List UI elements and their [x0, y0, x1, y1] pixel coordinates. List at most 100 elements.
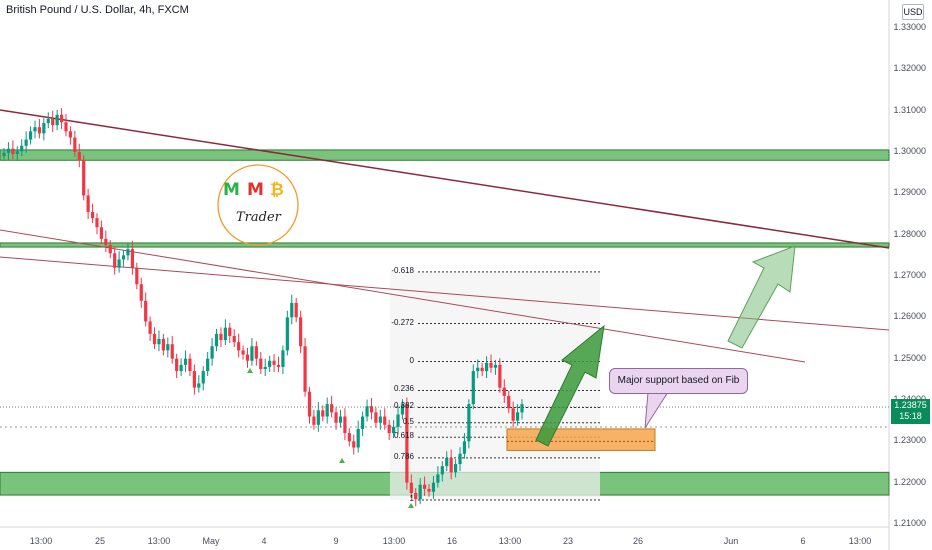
- candle-body: [467, 404, 471, 442]
- candle-body: [59, 114, 64, 123]
- y-tick-label: 1.29000: [893, 187, 926, 198]
- logo-subtitle: Trader: [236, 210, 281, 225]
- candle-body: [458, 453, 462, 465]
- candle-body: [42, 123, 46, 134]
- candle-body: [484, 362, 489, 372]
- candle-body: [121, 255, 126, 260]
- candle-body: [285, 317, 289, 351]
- candle-body: [422, 484, 427, 489]
- bullish-arrow-secondary: [727, 245, 796, 349]
- candle-body: [511, 408, 515, 421]
- y-tick-label: 1.33000: [893, 22, 926, 32]
- x-tick-label: Jun: [723, 536, 739, 546]
- candle-body: [427, 488, 431, 492]
- candle-body: [126, 249, 130, 256]
- current-price-tag: 1.23875 15:18: [891, 399, 930, 424]
- support-zone: [0, 242, 890, 248]
- candle-body: [135, 267, 139, 285]
- candle-body: [330, 404, 334, 413]
- candle-body: [6, 148, 11, 153]
- candle-body: [312, 416, 316, 425]
- candle-body: [2, 152, 6, 157]
- candle-body: [369, 406, 374, 413]
- candle-body: [480, 367, 484, 372]
- candle-body: [51, 118, 55, 126]
- logo-m-red: M: [247, 180, 264, 200]
- candle-body: [440, 466, 444, 475]
- candle-body: [223, 327, 227, 341]
- x-tick-label: 13:00: [848, 536, 872, 546]
- x-tick-label: 26: [632, 536, 644, 546]
- candle-body: [352, 441, 356, 448]
- candle-body: [55, 114, 59, 126]
- candle-body: [170, 344, 174, 359]
- y-tick-label: 1.31000: [893, 104, 926, 115]
- fib-level-label: 1: [409, 494, 414, 504]
- candle-body: [95, 218, 99, 228]
- candle-body: [245, 354, 250, 361]
- candle-body: [374, 412, 378, 423]
- candle-body: [316, 410, 320, 425]
- candle-body: [400, 404, 405, 415]
- candle-body: [228, 327, 232, 336]
- candle-body: [356, 428, 360, 448]
- candle-body: [144, 300, 148, 322]
- candle-body: [232, 335, 236, 343]
- candle-body: [476, 367, 480, 372]
- candle-body: [471, 371, 475, 405]
- candle-body: [117, 259, 121, 268]
- x-tick-label: 6: [800, 536, 806, 546]
- candle-body: [268, 360, 272, 367]
- candle-body: [325, 404, 329, 417]
- candle-body: [15, 151, 19, 155]
- candle-body: [33, 127, 37, 132]
- logo-circle: [217, 164, 299, 246]
- fractal-marker: [247, 368, 253, 373]
- candle-body: [281, 350, 285, 367]
- candle-body: [493, 364, 498, 368]
- fractal-marker: [339, 458, 345, 463]
- y-tick-label: 1.22000: [893, 476, 926, 487]
- candle-body: [77, 152, 81, 161]
- candle-body: [383, 416, 387, 425]
- candle-body: [139, 284, 143, 301]
- y-tick-label: 1.23000: [893, 435, 926, 446]
- candle-body: [113, 253, 117, 268]
- x-tick-label: 13:00: [382, 536, 406, 546]
- candle-body: [449, 457, 453, 473]
- candle-body: [453, 464, 458, 473]
- candle-body: [28, 131, 33, 140]
- candle-body: [250, 346, 254, 361]
- y-tick-label: 1.25000: [893, 352, 926, 363]
- bullish-arrow-primary: [535, 324, 605, 447]
- fib-level-label: 0.618: [393, 431, 414, 441]
- candle-body: [507, 395, 511, 409]
- candle-body: [254, 346, 258, 359]
- candle-body: [197, 383, 201, 388]
- support-callout[interactable]: Major support based on Fib: [609, 368, 748, 394]
- y-tick-label: 1.21000: [893, 518, 926, 528]
- candle-body: [272, 360, 276, 365]
- fractal-marker: [408, 503, 414, 508]
- fib-level-label: 0.786: [393, 451, 414, 461]
- candle-body: [166, 344, 170, 351]
- bitcoin-icon: ₿: [270, 180, 284, 200]
- candle-body: [175, 358, 179, 372]
- candle-body: [405, 404, 409, 483]
- y-tick-label: 1.28000: [893, 228, 926, 239]
- candle-body: [179, 364, 183, 372]
- candle-body: [387, 424, 391, 434]
- candle-body: [99, 227, 104, 239]
- currency-selector[interactable]: USD: [902, 4, 924, 20]
- candle-body: [502, 387, 506, 396]
- candle-body: [64, 122, 68, 132]
- candle-body: [299, 317, 303, 347]
- candle-body: [489, 362, 493, 368]
- candle-body: [294, 302, 298, 318]
- candle-body: [192, 371, 196, 388]
- candle-body: [321, 410, 325, 417]
- y-tick-label: 1.30000: [893, 146, 926, 156]
- candle-body: [237, 342, 241, 351]
- candle-body: [303, 346, 307, 392]
